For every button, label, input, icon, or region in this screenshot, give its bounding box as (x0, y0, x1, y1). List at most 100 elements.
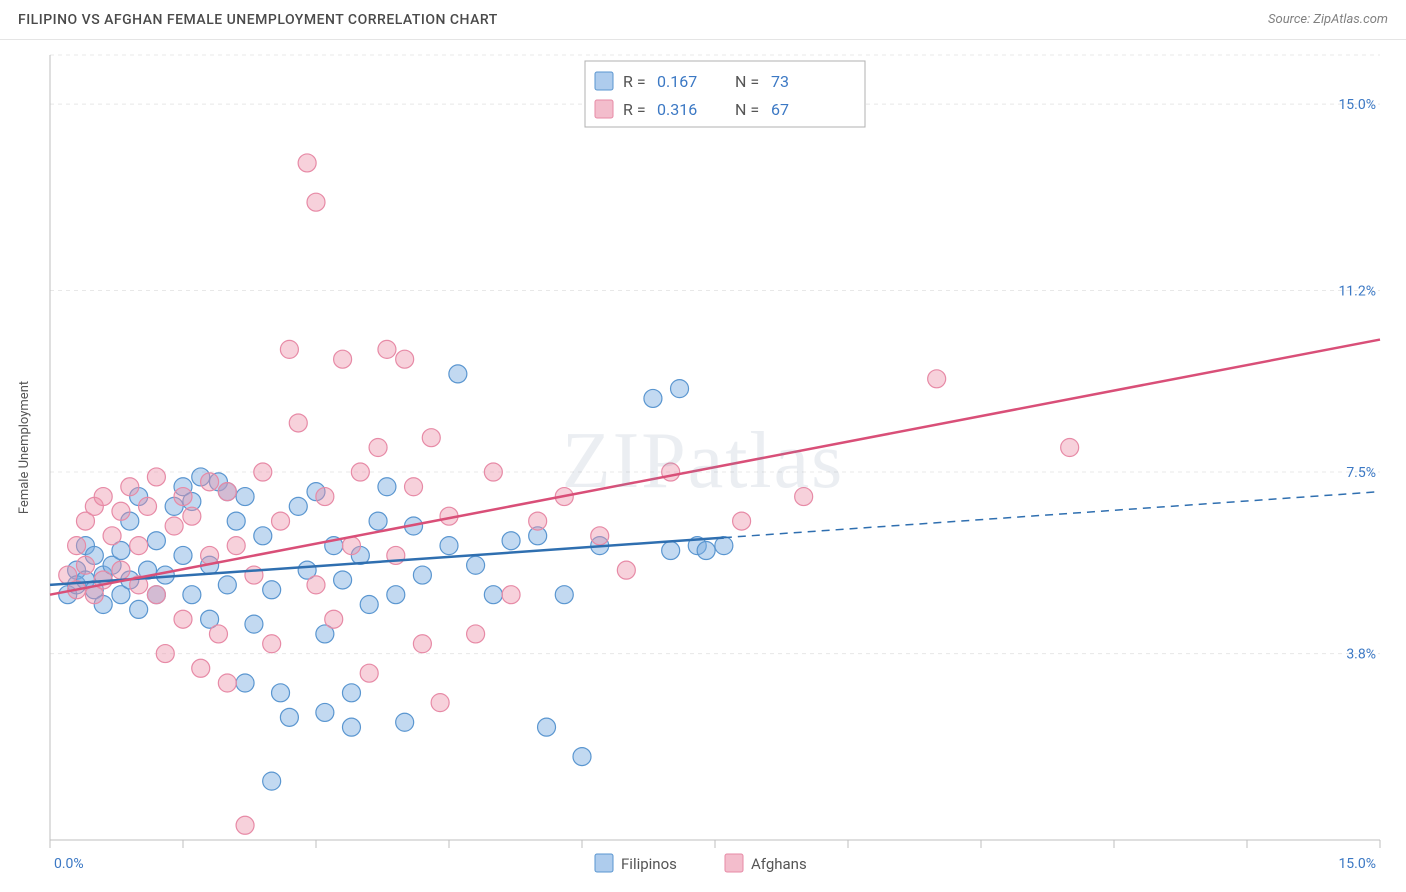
scatter-point (103, 527, 121, 545)
scatter-point (369, 512, 387, 530)
scatter-point (555, 586, 573, 604)
scatter-point (201, 473, 219, 491)
legend-label: Filipinos (621, 855, 677, 873)
scatter-point (334, 350, 352, 368)
scatter-point (671, 380, 689, 398)
scatter-point (156, 645, 174, 663)
scatter-point (218, 674, 236, 692)
scatter-point (369, 439, 387, 457)
scatter-point (422, 429, 440, 447)
legend-label: Afghans (751, 855, 807, 873)
scatter-point (396, 713, 414, 731)
scatter-point (733, 512, 751, 530)
scatter-point (405, 478, 423, 496)
scatter-point (378, 340, 396, 358)
scatter-point (76, 556, 94, 574)
y-tick-label: 3.8% (1346, 647, 1376, 663)
scatter-point (298, 154, 316, 172)
stats-r-label: R = (623, 72, 646, 91)
scatter-point (360, 596, 378, 614)
scatter-point (272, 512, 290, 530)
scatter-point (617, 561, 635, 579)
scatter-point (289, 497, 307, 515)
scatter-point (263, 772, 281, 790)
scatter-point (307, 576, 325, 594)
scatter-point (68, 537, 86, 555)
legend-swatch (595, 854, 613, 872)
scatter-point (147, 468, 165, 486)
source-label: Source: ZipAtlas.com (1268, 12, 1388, 27)
scatter-point (165, 517, 183, 535)
y-axis-title: Female Unemployment (17, 381, 32, 514)
scatter-point (227, 537, 245, 555)
header-bar: FILIPINO VS AFGHAN FEMALE UNEMPLOYMENT C… (0, 0, 1406, 40)
stats-n-value: 67 (771, 100, 789, 119)
scatter-point (121, 478, 139, 496)
scatter-chart-svg: 3.8% 7.5% 11.2% 15.0% 0.0% 15.0% Female Unempl… (0, 40, 1406, 892)
x-label-min: 0.0% (54, 856, 84, 872)
scatter-point (440, 537, 458, 555)
y-tick-label: 7.5% (1346, 465, 1376, 481)
scatter-point (360, 664, 378, 682)
scatter-point (316, 703, 334, 721)
scatter-point (484, 586, 502, 604)
scatter-point (396, 350, 414, 368)
scatter-point (94, 488, 112, 506)
scatter-point (467, 556, 485, 574)
scatter-point (502, 532, 520, 550)
stats-r-label: R = (623, 100, 646, 119)
scatter-point (218, 483, 236, 501)
scatter-point (254, 463, 272, 481)
scatter-point (387, 586, 405, 604)
scatter-point (183, 507, 201, 525)
scatter-point (644, 389, 662, 407)
scatter-point (174, 610, 192, 628)
x-label-max: 15.0% (1338, 856, 1376, 872)
scatter-point (272, 684, 290, 702)
scatter-point (591, 527, 609, 545)
scatter-point (130, 537, 148, 555)
scatter-point (502, 586, 520, 604)
scatter-point (697, 542, 715, 560)
y-tick-label: 15.0% (1338, 97, 1376, 113)
stats-swatch (595, 100, 613, 118)
scatter-point (192, 659, 210, 677)
trend-line (50, 340, 1380, 595)
scatter-point (529, 512, 547, 530)
stats-swatch (595, 72, 613, 90)
scatter-point (928, 370, 946, 388)
scatter-point (280, 340, 298, 358)
scatter-point (236, 816, 254, 834)
scatter-point (280, 708, 298, 726)
scatter-point (112, 561, 130, 579)
scatter-point (209, 625, 227, 643)
scatter-point (538, 718, 556, 736)
chart-title: FILIPINO VS AFGHAN FEMALE UNEMPLOYMENT C… (18, 12, 498, 28)
scatter-point (254, 527, 272, 545)
stats-r-value: 0.316 (657, 100, 697, 119)
scatter-point (351, 463, 369, 481)
scatter-point (289, 414, 307, 432)
scatter-point (325, 610, 343, 628)
scatter-point (378, 478, 396, 496)
scatter-point (156, 566, 174, 584)
scatter-point (467, 625, 485, 643)
legend-swatch (725, 854, 743, 872)
scatter-point (174, 488, 192, 506)
trend-line-dashed (724, 492, 1380, 538)
scatter-point (431, 694, 449, 712)
y-tick-label: 11.2% (1338, 284, 1376, 300)
scatter-point (130, 600, 148, 618)
scatter-point (1061, 439, 1079, 457)
scatter-point (316, 488, 334, 506)
scatter-point (174, 546, 192, 564)
scatter-point (484, 463, 502, 481)
stats-n-label: N = (735, 100, 759, 119)
stats-n-value: 73 (771, 72, 789, 91)
scatter-point (342, 684, 360, 702)
scatter-point (413, 566, 431, 584)
scatter-point (307, 193, 325, 211)
chart-area: 3.8% 7.5% 11.2% 15.0% 0.0% 15.0% Female Unempl… (0, 40, 1406, 892)
scatter-point (112, 502, 130, 520)
scatter-point (147, 586, 165, 604)
